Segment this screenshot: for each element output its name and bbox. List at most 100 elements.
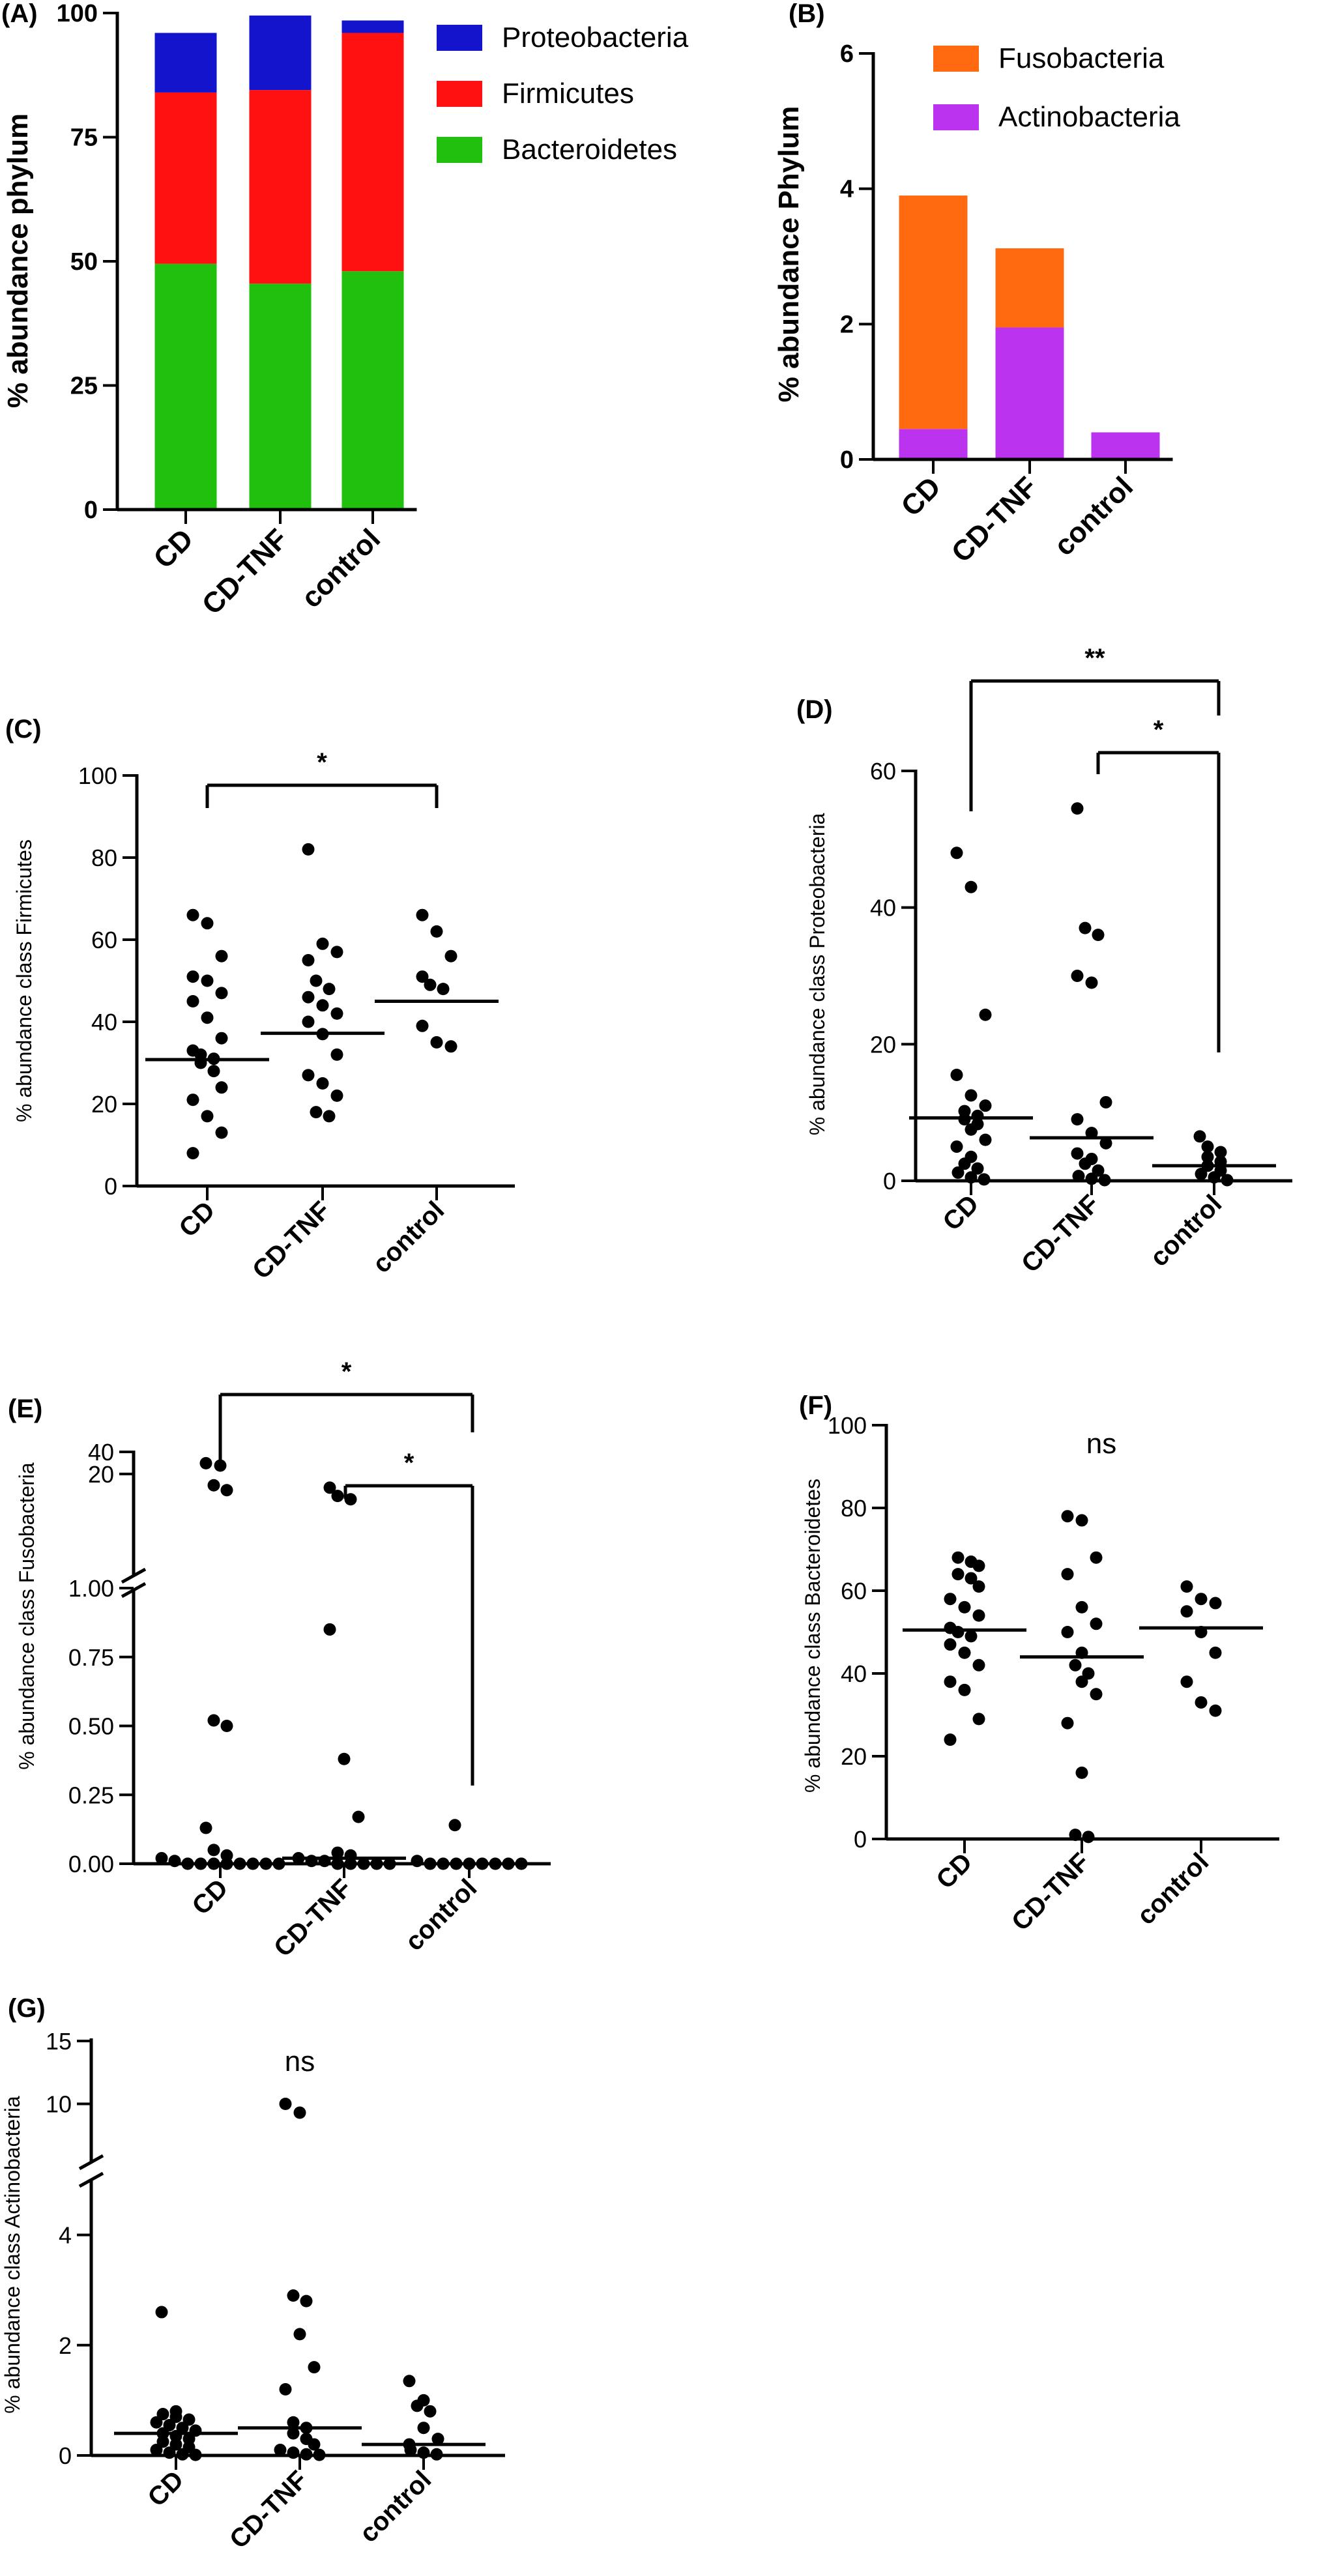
data-point (323, 983, 336, 996)
data-point (1069, 1829, 1082, 1842)
legend-swatch-fusobacteria (933, 46, 979, 72)
data-point (944, 1675, 957, 1688)
data-point (352, 1810, 365, 1823)
data-point (199, 1821, 212, 1834)
data-point (1195, 1168, 1208, 1181)
data-point (944, 1638, 957, 1651)
bar-proteobacteria (154, 33, 217, 93)
data-point (220, 1484, 233, 1497)
data-point (417, 2446, 430, 2459)
data-point (1201, 1140, 1214, 1153)
y-tick-label: 15 (46, 2028, 72, 2055)
significance-label: ns (285, 2046, 315, 2077)
data-point (1075, 1514, 1088, 1527)
data-point (300, 2294, 313, 2308)
data-point (313, 2448, 326, 2461)
data-point (189, 2448, 202, 2461)
data-point (186, 908, 199, 921)
x-tick-label: control (1144, 1189, 1227, 1272)
data-point (965, 1089, 978, 1102)
data-point (444, 949, 457, 962)
data-point (302, 954, 315, 966)
data-point (1072, 1170, 1085, 1183)
y-tick-label: 0 (84, 497, 98, 524)
data-point (316, 937, 329, 950)
data-point (1069, 1658, 1082, 1672)
data-point (215, 949, 228, 962)
data-point (958, 1646, 971, 1659)
y-tick-label: 60 (841, 1578, 867, 1604)
y-axis-title: % abundance phylum (2, 113, 34, 408)
data-point (424, 978, 437, 991)
data-point (169, 2410, 182, 2424)
data-point (1099, 1095, 1112, 1108)
y-tick-label: 20 (91, 1091, 117, 1118)
x-tick-label: CD (937, 1189, 984, 1236)
data-point (1090, 1617, 1103, 1630)
y-tick-label: 0 (59, 2442, 72, 2469)
data-point (950, 847, 963, 860)
y-tick-label: 40 (88, 1439, 114, 1466)
bar-bacteroidetes (154, 263, 217, 510)
x-tick-label: control (1131, 1847, 1214, 1930)
y-axis-title: % abundance class Bacteroidetes (801, 1479, 824, 1793)
data-point (437, 983, 450, 996)
data-point (344, 1493, 357, 1506)
data-point (448, 1819, 461, 1832)
legend-swatch-bacteroidetes (437, 137, 482, 163)
data-point (972, 1609, 985, 1622)
data-point (979, 1099, 992, 1112)
panel-label: (B) (789, 0, 825, 28)
y-tick-label: 20 (870, 1031, 896, 1058)
data-point (287, 2446, 300, 2459)
y-tick-label: 60 (91, 927, 117, 953)
data-point (431, 2433, 444, 2446)
y-tick-label: 40 (870, 895, 896, 921)
data-point (207, 1065, 220, 1078)
y-axis-title: % abundance class Actinobacteria (1, 2096, 24, 2414)
data-point (417, 2422, 430, 2435)
legend-label: Fusobacteria (998, 42, 1165, 74)
data-point (331, 1857, 344, 1870)
data-point (186, 970, 199, 983)
data-point (1208, 1171, 1221, 1184)
data-point (1071, 970, 1084, 982)
data-point (186, 995, 199, 1007)
data-point (950, 1140, 963, 1153)
data-point (163, 2446, 176, 2459)
data-point (958, 1600, 971, 1614)
data-point (951, 1626, 965, 1638)
data-point (207, 1714, 220, 1727)
data-point (169, 2438, 182, 2451)
x-tick-label: control (1048, 470, 1139, 562)
data-point (370, 1857, 383, 1870)
data-point (207, 1479, 220, 1492)
data-point (444, 1040, 457, 1053)
significance-label: * (317, 748, 327, 777)
axis-break-mark (121, 1567, 147, 1584)
data-point (1195, 1696, 1208, 1709)
data-point (965, 1123, 978, 1136)
x-tick-label: CD-TNF (1006, 1847, 1095, 1936)
data-point (186, 1093, 199, 1107)
significance-label: ** (1084, 644, 1105, 673)
bar-actinobacteria (995, 327, 1064, 459)
y-tick-label: 0 (104, 1173, 117, 1200)
data-point (302, 991, 315, 1004)
y-axis-title: % abundance Phylum (773, 106, 805, 403)
data-point (308, 2438, 321, 2451)
panel-label: (F) (799, 1391, 832, 1420)
y-tick-label: 0.50 (68, 1713, 114, 1740)
data-point (424, 2405, 437, 2418)
x-tick-label: CD-TNF (946, 470, 1043, 568)
panel-label: (G) (8, 1994, 46, 2023)
y-tick-label: 80 (91, 845, 117, 871)
data-point (1195, 1593, 1208, 1606)
y-tick-label: 40 (841, 1660, 867, 1687)
data-point (1082, 1667, 1095, 1680)
data-point (215, 1126, 228, 1139)
y-tick-label: 80 (841, 1495, 867, 1522)
data-point (416, 1019, 429, 1032)
data-point (201, 917, 214, 930)
y-tick-label: 20 (841, 1743, 867, 1770)
